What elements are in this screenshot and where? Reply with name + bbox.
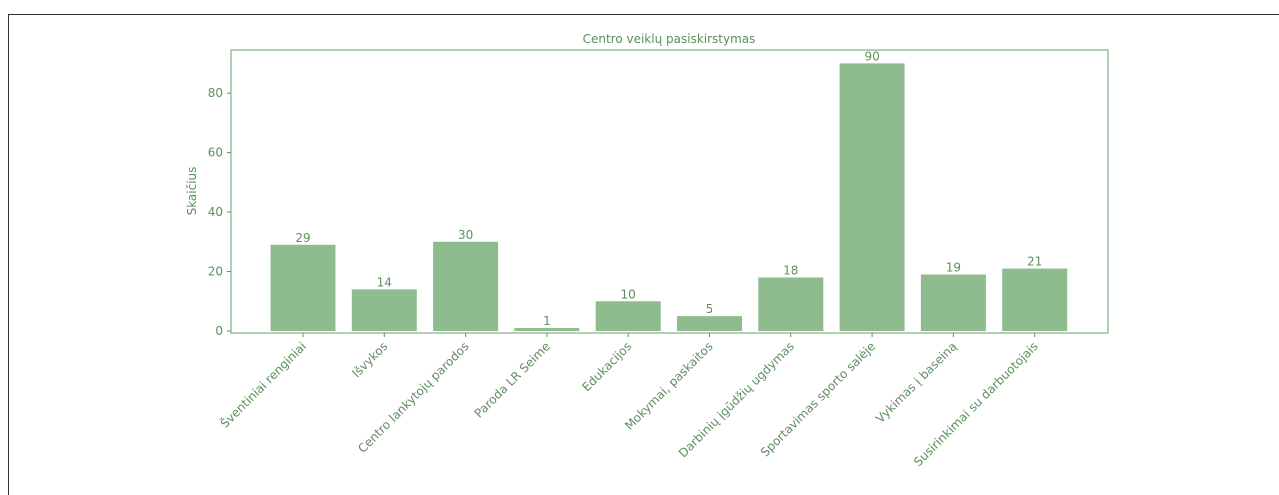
- bar: [595, 301, 661, 331]
- value-label: 10: [621, 287, 636, 301]
- value-label: 19: [946, 261, 961, 275]
- x-tick-label: Šventiniai renginiai: [217, 339, 309, 431]
- x-tick-label: Edukacijos: [579, 339, 634, 394]
- y-tick-label: 80: [208, 86, 223, 100]
- plot-frame: [230, 49, 1109, 334]
- value-label: 14: [377, 275, 392, 289]
- x-tick-label: Paroda LR Seime: [472, 339, 553, 420]
- bar: [270, 244, 336, 331]
- y-tick-label: 40: [208, 205, 223, 219]
- y-tick-label: 20: [208, 265, 223, 279]
- bar: [758, 277, 824, 331]
- y-axis-label: Skaičius: [185, 167, 199, 216]
- bar: [433, 241, 499, 331]
- value-label: 5: [706, 302, 714, 316]
- frame: [8, 14, 1279, 495]
- bar: [677, 316, 742, 331]
- bar: [351, 289, 417, 331]
- x-tick-label: Vykimas į baseiną: [873, 339, 960, 426]
- value-label: 1: [543, 314, 551, 328]
- value-label: 90: [864, 49, 879, 63]
- value-label: 21: [1027, 255, 1042, 269]
- value-label: 18: [783, 263, 798, 277]
- bar: [514, 328, 580, 331]
- y-tick-label: 0: [215, 324, 223, 338]
- x-tick-label: Mokymai, paskaitos: [622, 339, 716, 433]
- y-tick-label: 60: [208, 146, 223, 160]
- bar: [839, 63, 905, 331]
- bar: [920, 274, 986, 331]
- chart-title: Centro veiklų pasiskirstymas: [583, 32, 756, 46]
- value-label: 30: [458, 228, 473, 242]
- bar: [1002, 268, 1068, 331]
- x-tick-label: Išvykos: [349, 339, 390, 380]
- value-label: 29: [295, 231, 310, 245]
